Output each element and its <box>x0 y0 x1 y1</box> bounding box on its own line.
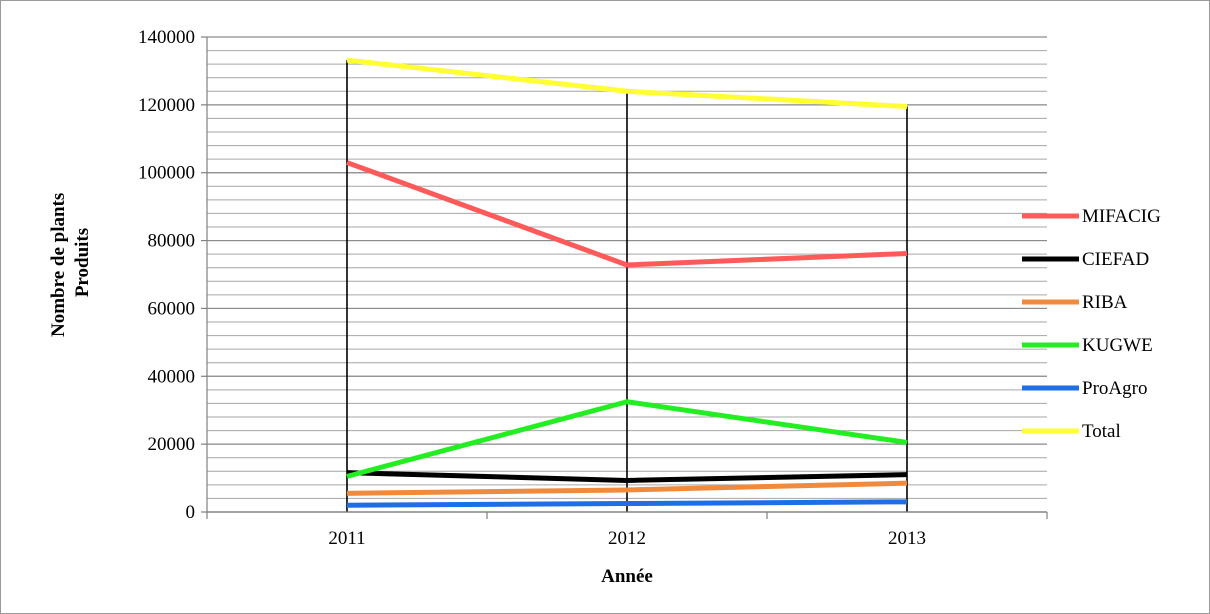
series-line-total <box>346 57 908 110</box>
y-tick-label: 60000 <box>148 298 196 319</box>
legend-label: MIFACIG <box>1082 206 1161 227</box>
y-axis-title-line-2: Produits <box>72 228 93 297</box>
series-line-proagro <box>346 499 908 508</box>
legend-item-total: Total <box>1022 421 1121 442</box>
y-tick-labels: 0 20000 40000 60000 80000 100000 120000 140000 <box>138 27 195 523</box>
y-tick-label: 140000 <box>138 27 195 48</box>
x-axis-title: Année <box>601 566 653 587</box>
y-tick-label: 20000 <box>148 434 196 455</box>
series-line-ciefad <box>346 470 908 483</box>
axes <box>201 36 1048 519</box>
legend-label: ProAgro <box>1082 378 1147 399</box>
legend: MIFACIG CIEFAD RIBA KUGWE ProAgro Total <box>1022 206 1161 442</box>
legend-label: RIBA <box>1082 292 1128 313</box>
x-tick-labels: 2011 2012 2013 <box>328 528 926 549</box>
drop-lines <box>346 60 908 512</box>
legend-label: Total <box>1082 421 1121 442</box>
legend-item-kugwe: KUGWE <box>1022 335 1153 356</box>
y-axis-title: Nombre de plants Produits <box>48 188 93 337</box>
series-line-riba <box>346 480 908 496</box>
y-tick-label: 0 <box>186 502 196 523</box>
legend-item-riba: RIBA <box>1022 292 1128 313</box>
legend-label: KUGWE <box>1082 335 1153 356</box>
legend-label: CIEFAD <box>1082 249 1149 270</box>
x-tick-label: 2012 <box>608 528 646 549</box>
y-tick-label: 120000 <box>138 95 195 116</box>
y-tick-label: 80000 <box>148 231 196 252</box>
series-lines <box>346 57 908 508</box>
series-line-mifacig <box>346 160 908 268</box>
x-tick-label: 2011 <box>328 528 365 549</box>
series-line-kugwe <box>346 399 908 479</box>
y-axis-title-line-1: Nombre de plants <box>48 193 69 337</box>
legend-item-proagro: ProAgro <box>1022 378 1147 399</box>
y-tick-label: 40000 <box>148 366 196 387</box>
y-tick-label: 100000 <box>138 163 195 184</box>
legend-item-ciefad: CIEFAD <box>1022 249 1149 270</box>
x-tick-label: 2013 <box>888 528 926 549</box>
legend-item-mifacig: MIFACIG <box>1022 206 1161 227</box>
